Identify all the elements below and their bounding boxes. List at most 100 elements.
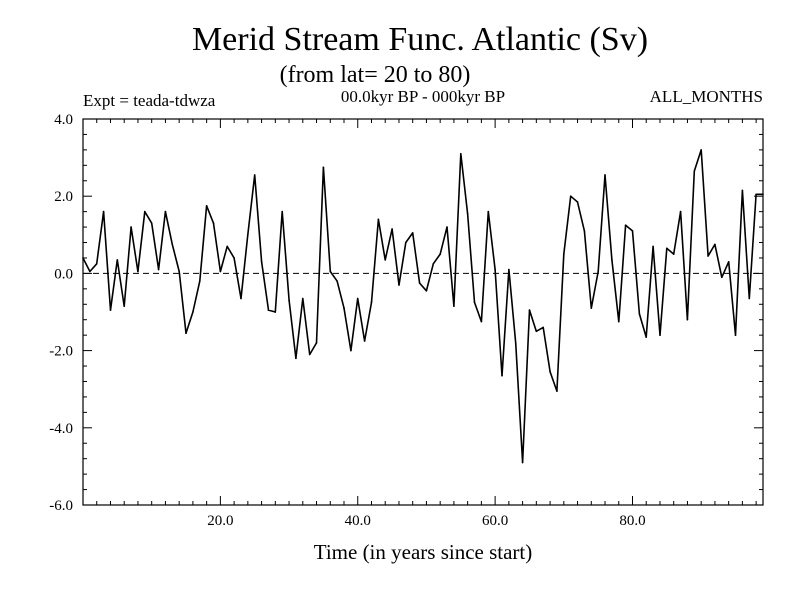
data-point: [226, 245, 229, 248]
data-point: [714, 243, 716, 246]
data-point: [212, 222, 215, 225]
data-point: [631, 230, 634, 232]
data-point: [336, 280, 338, 282]
data-point: [233, 257, 235, 259]
data-point: [590, 307, 593, 309]
data-point: [164, 210, 167, 213]
data-point: [624, 224, 627, 226]
data-point: [418, 282, 421, 284]
data-point: [377, 218, 380, 221]
y-tick-label: -4.0: [49, 421, 73, 437]
data-point: [350, 349, 352, 352]
data-point: [666, 247, 668, 250]
data-point: [109, 309, 112, 311]
data-point: [301, 297, 304, 300]
data-point: [707, 255, 709, 257]
data-point: [645, 336, 648, 338]
chart-subtitle: (from lat= 20 to 80): [280, 62, 471, 88]
data-point: [192, 311, 194, 313]
x-tick-label: 20.0: [207, 513, 233, 529]
data-point: [240, 297, 242, 300]
data-point: [144, 210, 146, 213]
data-point: [741, 189, 744, 192]
data-point: [267, 309, 270, 311]
data-point: [253, 174, 256, 176]
plot-frame: [82, 118, 764, 506]
data-point: [453, 305, 455, 308]
data-point: [446, 226, 448, 228]
data-point: [638, 313, 641, 315]
data-point: [672, 253, 675, 255]
data-point: [432, 262, 435, 265]
data-point: [521, 461, 524, 464]
data-point: [720, 276, 723, 279]
data-point: [617, 320, 620, 323]
data-point: [295, 357, 297, 360]
data-point: [89, 270, 91, 273]
data-point: [734, 334, 737, 336]
data-point: [487, 210, 490, 213]
data-point: [260, 261, 263, 263]
data-point: [748, 297, 751, 300]
data-point: [315, 342, 318, 344]
data-point: [274, 311, 277, 313]
data-point: [700, 149, 702, 151]
data-point: [137, 270, 139, 273]
data-point: [439, 253, 441, 255]
data-point: [556, 390, 558, 392]
x-axis-label: Time (in years since start): [314, 540, 533, 564]
data-point: [150, 222, 153, 225]
data-point: [583, 230, 586, 232]
data-point: [363, 340, 366, 342]
data-point: [322, 166, 325, 169]
experiment-label: Expt = teada-tdwza: [83, 91, 216, 110]
data-point: [178, 270, 180, 273]
data-point: [549, 371, 551, 373]
data-point: [185, 332, 187, 335]
data-point: [569, 195, 572, 197]
chart-title: Merid Stream Func. Atlantic (Sv): [192, 21, 648, 58]
data-point: [205, 205, 208, 207]
y-tick-label: 4.0: [54, 112, 73, 128]
y-tick-label: -6.0: [49, 498, 73, 514]
data-point: [501, 374, 503, 377]
data-point: [473, 301, 476, 304]
data-point: [288, 299, 290, 302]
data-point: [466, 212, 469, 215]
y-tick-label: -2.0: [49, 344, 73, 360]
y-tick-label: 2.0: [54, 189, 73, 205]
data-point: [405, 241, 407, 244]
data-point: [82, 257, 84, 259]
data-point: [329, 270, 332, 273]
series-line: [82, 149, 763, 464]
data-point: [171, 243, 174, 246]
data-point: [219, 270, 222, 273]
data-point: [576, 201, 579, 203]
y-tick-label: 0.0: [54, 266, 73, 282]
data-point: [95, 262, 98, 265]
months-label: ALL_MONTHS: [650, 87, 763, 106]
data-point: [102, 210, 105, 213]
data-point: [391, 228, 393, 230]
data-point: [398, 284, 400, 286]
data-point: [459, 152, 462, 155]
data-point: [727, 261, 730, 263]
data-point: [528, 309, 531, 311]
data-point: [116, 259, 119, 261]
data-point: [198, 280, 201, 282]
data-point: [343, 307, 345, 309]
data-point: [563, 253, 565, 255]
data-point: [604, 174, 606, 176]
data-point: [755, 193, 757, 196]
data-point: [679, 210, 682, 213]
x-tick-label: 40.0: [345, 513, 371, 529]
data-point: [157, 268, 160, 271]
x-tick-label: 60.0: [482, 513, 508, 529]
data-point: [281, 210, 283, 213]
data-point: [514, 342, 517, 344]
data-point: [542, 326, 545, 329]
data-point: [356, 297, 359, 300]
data-point: [535, 330, 538, 333]
data-point: [123, 305, 126, 308]
